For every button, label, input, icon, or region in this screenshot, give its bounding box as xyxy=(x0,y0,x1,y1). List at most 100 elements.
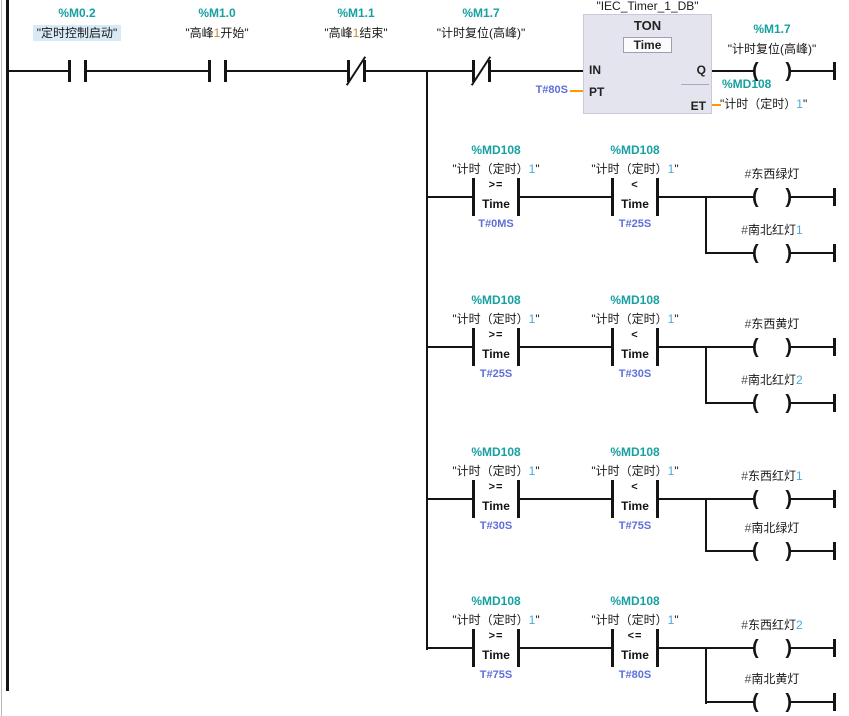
ton-timer-block[interactable]: TON Time IN PT Q ET xyxy=(583,14,712,114)
wire xyxy=(520,498,611,500)
wire xyxy=(706,550,754,552)
contact-bar xyxy=(472,60,475,82)
cmp-value-operand[interactable]: T#30S xyxy=(618,368,652,380)
operand-label[interactable]: "计时（定时）1" xyxy=(591,162,679,176)
cmp-bar xyxy=(656,629,659,667)
cmp-bar xyxy=(472,328,475,366)
operand-address[interactable]: %MD108 xyxy=(610,594,660,608)
operand-label[interactable]: "高峰1开始" xyxy=(185,26,249,40)
operand-label[interactable]: #南北黄灯 xyxy=(744,672,800,686)
cmp-bar xyxy=(611,480,614,518)
cmp-value-operand[interactable]: T#30S xyxy=(479,520,513,532)
operand-label[interactable]: "计时（定时）1" xyxy=(452,464,540,478)
wire xyxy=(227,70,347,72)
cmp-datatype: Time xyxy=(482,499,510,513)
operand-label[interactable]: "定时控制启动" xyxy=(2,24,152,41)
block-datatype-row: Time xyxy=(584,36,711,54)
wire xyxy=(790,196,834,198)
cmp-bar xyxy=(472,178,475,216)
cmp-operator: < xyxy=(631,179,639,191)
operand-label[interactable]: "计时（定时）1" xyxy=(591,312,679,326)
operand-label[interactable]: #东西红灯1 xyxy=(741,469,803,483)
operand-label[interactable]: #东西绿灯 xyxy=(744,167,800,181)
operand-address[interactable]: %MD108 xyxy=(471,594,521,608)
window-border-left xyxy=(1,0,2,716)
block-datatype-field[interactable]: Time xyxy=(622,37,673,53)
rung-end-tick xyxy=(833,62,836,80)
wire xyxy=(427,346,472,348)
operand-label[interactable]: #南北绿灯 xyxy=(744,521,800,535)
wire xyxy=(790,252,834,254)
et-operand-label[interactable]: "计时（定时）1" xyxy=(720,97,808,111)
contact-bar xyxy=(347,60,350,82)
cmp-bar xyxy=(472,629,475,667)
wire xyxy=(790,498,834,500)
operand-address[interactable]: %M1.1 xyxy=(337,6,375,20)
et-wire-orange xyxy=(712,104,721,106)
cmp-bar xyxy=(611,629,614,667)
rung-end-tick xyxy=(833,188,836,206)
operand-label[interactable]: "计时（定时）1" xyxy=(452,162,540,176)
operand-label[interactable]: "计时（定时）1" xyxy=(591,613,679,627)
operand-address[interactable]: %MD108 xyxy=(610,293,660,307)
timer-db-name[interactable]: "IEC_Timer_1_DB" xyxy=(596,0,699,13)
contact-bar xyxy=(488,60,491,82)
cmp-value-operand[interactable]: T#75S xyxy=(479,669,513,681)
wire xyxy=(790,701,834,703)
operand-address[interactable]: %M1.7 xyxy=(462,6,500,20)
pt-value-operand[interactable]: T#80S xyxy=(535,84,568,96)
cmp-value-operand[interactable]: T#80S xyxy=(618,669,652,681)
operand-address[interactable]: %M1.0 xyxy=(198,6,236,20)
operand-label[interactable]: #南北红灯2 xyxy=(741,373,803,387)
operand-label[interactable]: "计时（定时）1" xyxy=(591,464,679,478)
wire xyxy=(706,701,754,703)
operand-label[interactable]: "计时（定时）1" xyxy=(452,312,540,326)
operand-address[interactable]: %MD108 xyxy=(471,293,521,307)
cmp-value-operand[interactable]: T#25S xyxy=(479,368,513,380)
operand-label[interactable]: "计时复位(高峰)" xyxy=(727,42,817,56)
operand-label[interactable]: #南北红灯1 xyxy=(741,223,803,237)
et-operand-address[interactable]: %MD108 xyxy=(722,77,772,91)
coil-symbol: () xyxy=(752,488,792,510)
wire xyxy=(520,647,611,649)
cmp-value-operand[interactable]: T#0MS xyxy=(478,218,514,230)
cmp-bar xyxy=(656,178,659,216)
operand-address[interactable]: %M0.2 xyxy=(58,6,96,20)
selected-operand-highlight[interactable]: "定时控制启动" xyxy=(32,25,122,41)
operand-address[interactable]: %MD108 xyxy=(610,143,660,157)
wire xyxy=(790,550,834,552)
cmp-bar xyxy=(656,328,659,366)
contact-bar xyxy=(224,60,227,82)
coil-symbol: () xyxy=(752,540,792,562)
wire xyxy=(520,346,611,348)
operand-label[interactable]: #东西红灯2 xyxy=(741,618,803,632)
cmp-bar xyxy=(611,178,614,216)
contact-bar xyxy=(84,60,87,82)
operand-address[interactable]: %MD108 xyxy=(471,143,521,157)
operand-address[interactable]: %MD108 xyxy=(610,445,660,459)
contact-bar xyxy=(208,60,211,82)
operand-address[interactable]: %M1.7 xyxy=(753,22,791,36)
wire xyxy=(87,70,208,72)
rung-end-tick xyxy=(833,490,836,508)
cmp-value-operand[interactable]: T#25S xyxy=(618,218,652,230)
pin-q-underline xyxy=(681,84,709,85)
operand-address[interactable]: %MD108 xyxy=(471,445,521,459)
operand-label[interactable]: "计时（定时）1" xyxy=(452,613,540,627)
cmp-bar xyxy=(611,328,614,366)
cmp-datatype: Time xyxy=(482,197,510,211)
cmp-operator: < xyxy=(631,329,639,341)
cmp-value-operand[interactable]: T#75S xyxy=(618,520,652,532)
rung-end-tick xyxy=(833,542,836,560)
operand-label[interactable]: "计时复位(高峰)" xyxy=(436,26,526,40)
operand-label[interactable]: "高峰1结束" xyxy=(324,26,388,40)
rung-end-tick xyxy=(833,244,836,262)
rung-end-tick xyxy=(833,394,836,412)
branch-wire-vertical xyxy=(705,196,707,254)
cmp-datatype: Time xyxy=(621,499,649,513)
wire xyxy=(790,402,834,404)
operand-label[interactable]: #东西黄灯 xyxy=(744,317,800,331)
cmp-datatype: Time xyxy=(621,347,649,361)
wire xyxy=(790,647,834,649)
